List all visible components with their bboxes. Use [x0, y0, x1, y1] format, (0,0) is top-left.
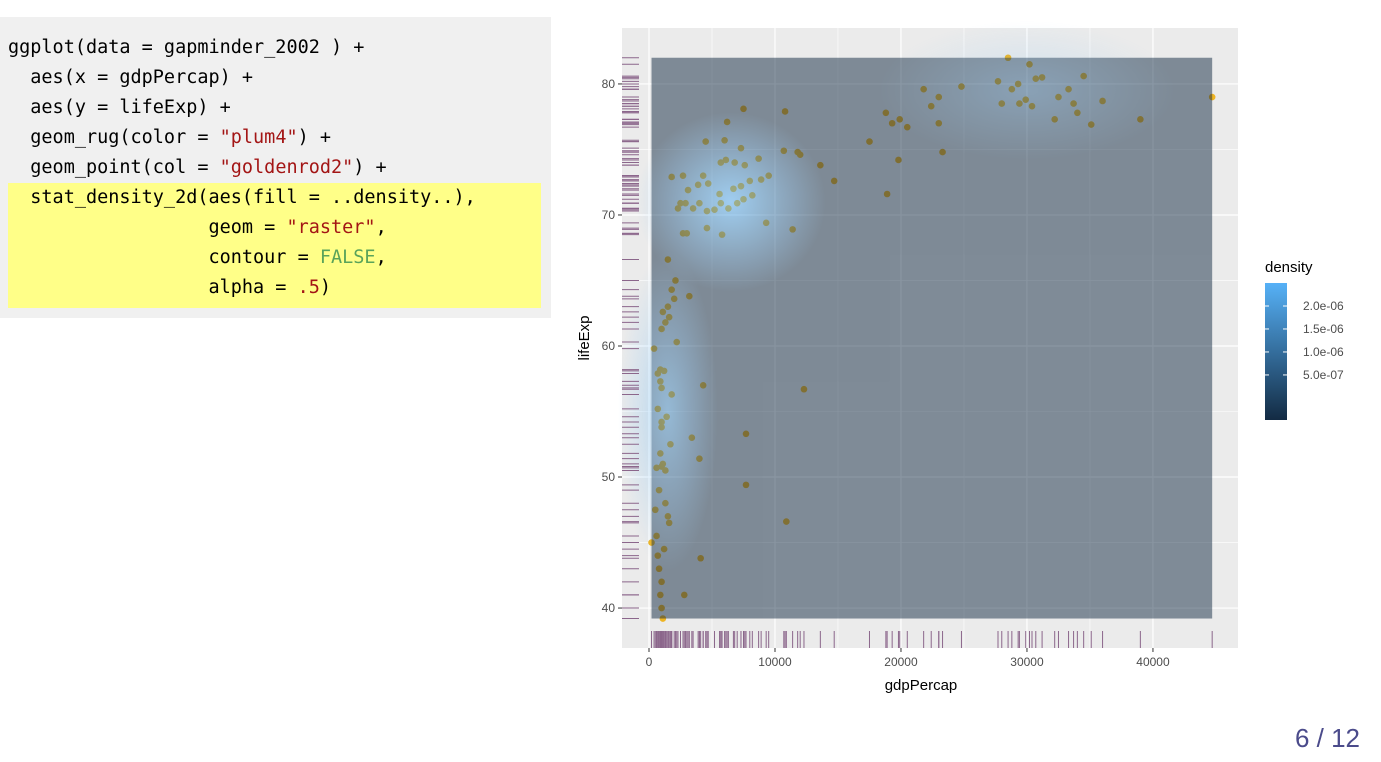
code-line: contour = FALSE,: [8, 247, 387, 268]
code-token: ) +: [353, 157, 386, 178]
x-tick-label: 10000: [758, 655, 792, 669]
code-line: aes(x = gdpPercap) +: [8, 67, 253, 88]
code-line: stat_density_2d(aes(fill = ..density..),: [8, 187, 476, 208]
density-peak: [617, 251, 718, 572]
legend-title: density: [1265, 259, 1313, 276]
code-line: alpha = .5): [8, 277, 331, 298]
page-number: 6 / 12: [1295, 723, 1360, 753]
y-axis-label: lifeExp: [576, 315, 593, 360]
code-line: geom = "raster",: [8, 217, 387, 238]
code-token: contour =: [8, 247, 320, 268]
code-line: geom_point(col = "goldenrod2") +: [8, 157, 387, 178]
legend-label: 5.0e-07: [1303, 368, 1344, 382]
x-axis-label: gdpPercap: [885, 677, 958, 694]
code-token: aes(x = gdpPercap) +: [8, 67, 253, 88]
code-token: geom_rug(color =: [8, 127, 220, 148]
code-token: "raster": [286, 217, 375, 238]
y-tick-label: 60: [602, 339, 616, 353]
code-token: "plum4": [220, 127, 298, 148]
legend-label: 1.5e-06: [1303, 322, 1344, 336]
code-token: ggplot(data = gapminder_2002 ) +: [8, 37, 364, 58]
x-tick-label: 20000: [884, 655, 918, 669]
code-token: .5: [298, 277, 320, 298]
legend-label: 1.0e-06: [1303, 345, 1344, 359]
code-token: stat_density_2d(aes(fill = ..density..),: [8, 187, 476, 208]
code-token: "goldenrod2": [220, 157, 354, 178]
code-token: ): [320, 277, 331, 298]
code-token: aes(y = lifeExp) +: [8, 97, 231, 118]
x-tick-label: 40000: [1136, 655, 1170, 669]
code-token: FALSE: [320, 247, 376, 268]
code-highlight: [8, 183, 541, 308]
x-tick-label: 0: [646, 655, 653, 669]
code-token: ,: [376, 217, 387, 238]
density-peak: [876, 20, 1177, 161]
density-peak: [635, 111, 826, 292]
rug: [622, 57, 1213, 648]
x-tick-label: 30000: [1010, 655, 1044, 669]
y-tick-label: 80: [602, 77, 616, 91]
code-line: geom_rug(color = "plum4") +: [8, 127, 331, 148]
code-token: ,: [376, 247, 387, 268]
axes: 0 10000 20000 30000 40000 40 50 60 70 80: [602, 77, 1170, 669]
code-token: geom =: [8, 217, 286, 238]
code-line: aes(y = lifeExp) +: [8, 97, 231, 118]
code-token: ) +: [298, 127, 331, 148]
code: ggplot(data = gapminder_2002 ) + aes(x =…: [8, 37, 476, 298]
raster-highlight: [617, 20, 1177, 572]
density-raster: [617, 20, 1213, 619]
code-token: geom_point(col =: [8, 157, 220, 178]
colorbar: [1265, 283, 1287, 420]
code-token: alpha =: [8, 277, 298, 298]
code-line: ggplot(data = gapminder_2002 ) +: [8, 37, 364, 58]
y-tick-label: 40: [602, 601, 616, 615]
y-tick-label: 50: [602, 470, 616, 484]
y-tick-label: 70: [602, 208, 616, 222]
legend-label: 2.0e-06: [1303, 299, 1344, 313]
legend: 5.0e-07 1.0e-06 1.5e-06 2.0e-06: [1265, 299, 1344, 382]
